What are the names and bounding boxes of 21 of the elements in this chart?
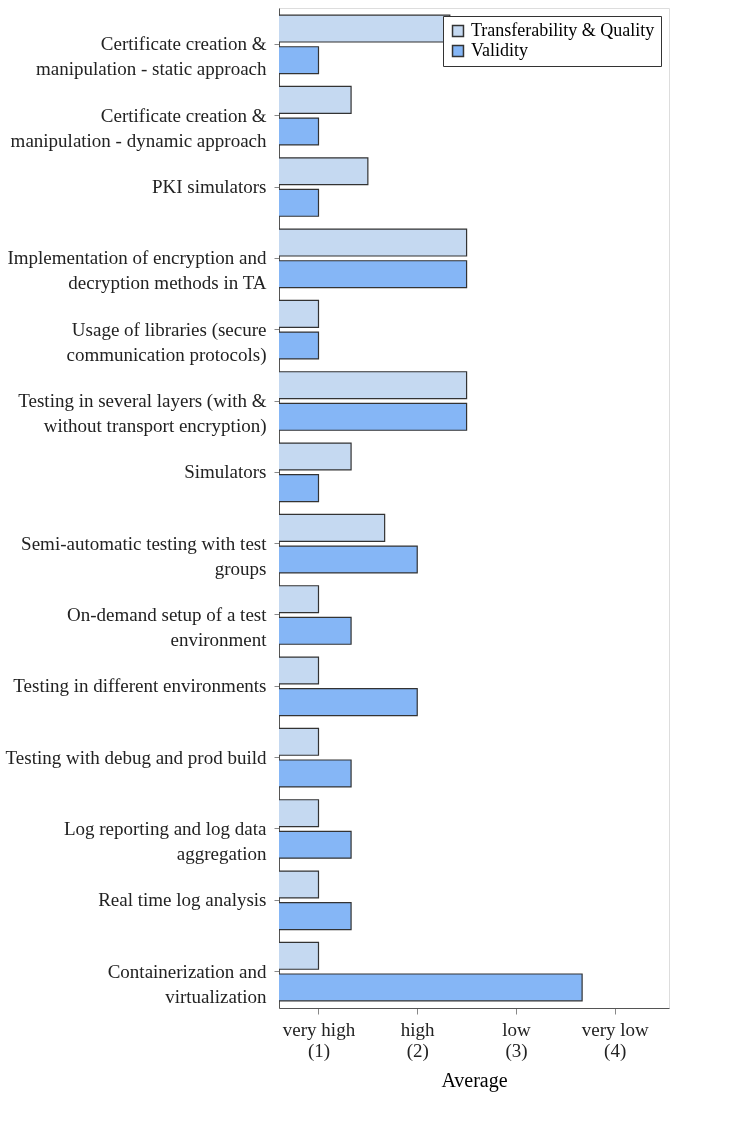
y-tick-label: Simulators bbox=[184, 461, 267, 483]
y-tick-label: Implementation of encryption and decryption methods in TA bbox=[7, 247, 267, 294]
y-tick-label: PKI simulators bbox=[151, 176, 267, 198]
y-tick-label: Testing with debug and prod build bbox=[5, 746, 267, 768]
y-tick-label: Semi-automatic testing with test groups bbox=[21, 532, 268, 579]
y-tick-label: Usage of libraries (secure communication protocols) bbox=[66, 318, 267, 366]
x-tick-label: very high (1) bbox=[282, 1018, 356, 1062]
x-tick-label: very low (4) bbox=[581, 1018, 649, 1062]
y-tick-label: Testing in different environments bbox=[13, 675, 267, 697]
y-tick-label: Containerization and virtualization bbox=[107, 960, 267, 1007]
legend-label: Validity bbox=[471, 40, 528, 60]
x-tick-label: low (3) bbox=[502, 1018, 531, 1062]
x-tick-label: high (2) bbox=[400, 1018, 436, 1062]
legend-label: Transferability & Quality bbox=[471, 20, 655, 40]
x-axis-title: Average bbox=[441, 1068, 508, 1092]
y-tick-label: Testing in several layers (with & without transport encryption) bbox=[18, 390, 267, 438]
y-tick-label: Certificate creation & manipulation - dynamic approach bbox=[10, 104, 267, 151]
y-tick-label: Real time log analysis bbox=[98, 889, 267, 911]
y-tick-label: On-demand setup of a test environment bbox=[67, 603, 268, 650]
y-tick-label: Certificate creation & manipulation - static approach bbox=[35, 33, 267, 80]
y-tick-label: Log reporting and log data aggregation bbox=[63, 817, 268, 864]
